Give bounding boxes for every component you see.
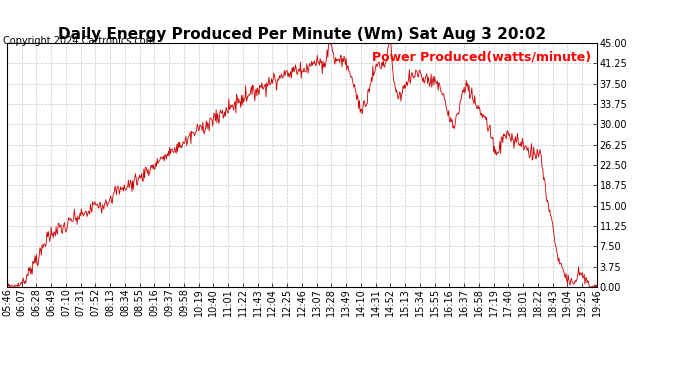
Title: Daily Energy Produced Per Minute (Wm) Sat Aug 3 20:02: Daily Energy Produced Per Minute (Wm) Sa… [58, 27, 546, 42]
Text: Power Produced(watts/minute): Power Produced(watts/minute) [372, 51, 591, 63]
Text: Copyright 2024 Cartronics.com: Copyright 2024 Cartronics.com [3, 36, 155, 46]
